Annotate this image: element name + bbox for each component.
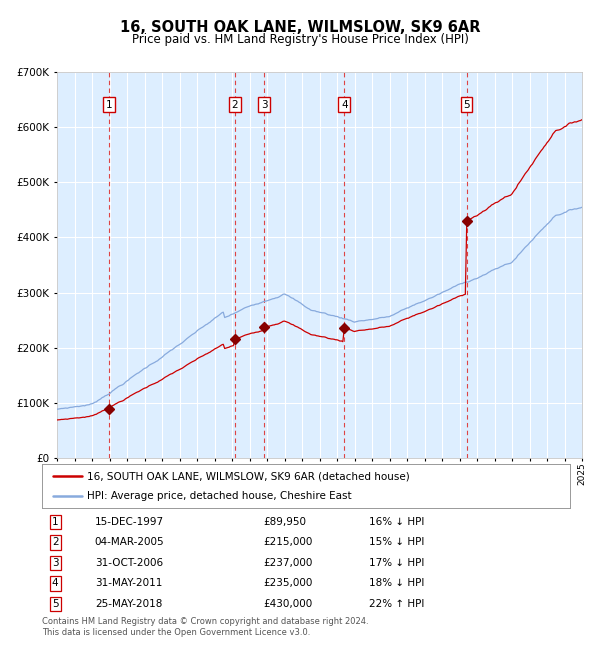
Text: 4: 4 xyxy=(341,99,347,110)
Text: 31-MAY-2011: 31-MAY-2011 xyxy=(95,578,162,588)
Text: £430,000: £430,000 xyxy=(264,599,313,609)
Text: 4: 4 xyxy=(52,578,59,588)
Text: £89,950: £89,950 xyxy=(264,517,307,526)
Text: Contains HM Land Registry data © Crown copyright and database right 2024.
This d: Contains HM Land Registry data © Crown c… xyxy=(42,618,368,637)
Text: 15% ↓ HPI: 15% ↓ HPI xyxy=(370,538,425,547)
Text: 3: 3 xyxy=(261,99,268,110)
Text: 15-DEC-1997: 15-DEC-1997 xyxy=(95,517,164,526)
Text: 04-MAR-2005: 04-MAR-2005 xyxy=(95,538,164,547)
Text: 2: 2 xyxy=(52,538,59,547)
Text: 17% ↓ HPI: 17% ↓ HPI xyxy=(370,558,425,568)
Text: £215,000: £215,000 xyxy=(264,538,313,547)
Text: 31-OCT-2006: 31-OCT-2006 xyxy=(95,558,163,568)
Text: 1: 1 xyxy=(106,99,112,110)
Text: 3: 3 xyxy=(52,558,59,568)
Text: HPI: Average price, detached house, Cheshire East: HPI: Average price, detached house, Ches… xyxy=(87,491,352,501)
Text: Price paid vs. HM Land Registry's House Price Index (HPI): Price paid vs. HM Land Registry's House … xyxy=(131,32,469,46)
Text: 25-MAY-2018: 25-MAY-2018 xyxy=(95,599,162,609)
Text: 1: 1 xyxy=(52,517,59,526)
Text: 22% ↑ HPI: 22% ↑ HPI xyxy=(370,599,425,609)
Text: £237,000: £237,000 xyxy=(264,558,313,568)
Text: 2: 2 xyxy=(232,99,238,110)
Text: 16, SOUTH OAK LANE, WILMSLOW, SK9 6AR: 16, SOUTH OAK LANE, WILMSLOW, SK9 6AR xyxy=(120,20,480,34)
Text: 5: 5 xyxy=(52,599,59,609)
Text: £235,000: £235,000 xyxy=(264,578,313,588)
Text: 18% ↓ HPI: 18% ↓ HPI xyxy=(370,578,425,588)
Text: 5: 5 xyxy=(463,99,470,110)
Text: 16, SOUTH OAK LANE, WILMSLOW, SK9 6AR (detached house): 16, SOUTH OAK LANE, WILMSLOW, SK9 6AR (d… xyxy=(87,471,410,481)
Text: 16% ↓ HPI: 16% ↓ HPI xyxy=(370,517,425,526)
